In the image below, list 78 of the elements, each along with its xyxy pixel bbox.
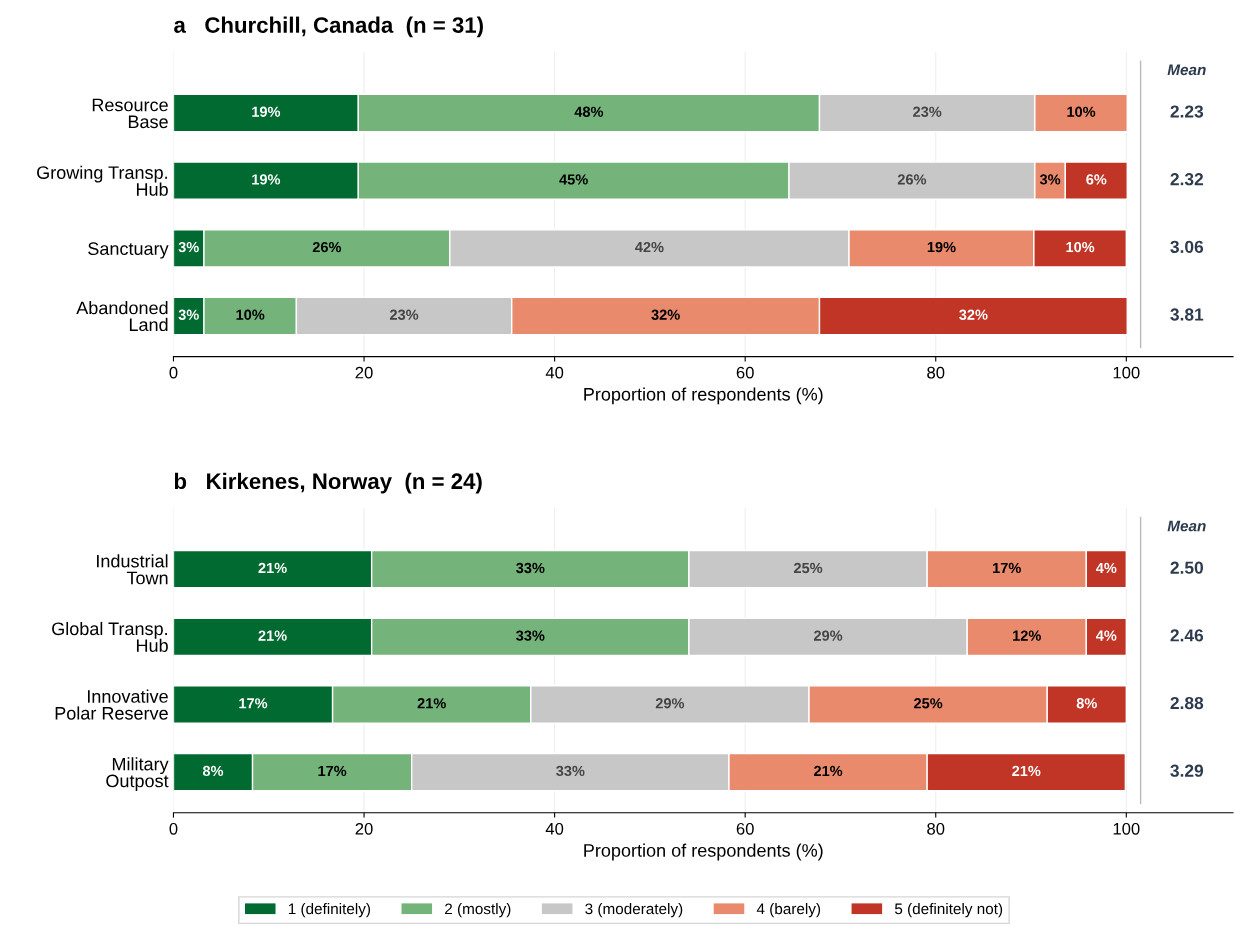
x-tick-label: 60 xyxy=(736,822,754,835)
data-label: 29% xyxy=(655,698,685,709)
annotation: 2.50 xyxy=(1170,561,1203,574)
x-tick-label: 20 xyxy=(355,822,373,835)
data-label: 10% xyxy=(1067,106,1096,117)
annotation: 2.23 xyxy=(1170,105,1204,118)
data-label: 48% xyxy=(574,106,604,117)
y-tick-label: Global Transp. Hub xyxy=(52,621,168,652)
annotation: 2.88 xyxy=(1170,696,1204,710)
data-label: 33% xyxy=(516,562,545,574)
data-label: 10% xyxy=(236,309,265,320)
data-label: 19% xyxy=(252,106,281,117)
legend-label: 4 (barely) xyxy=(756,903,821,918)
data-label: 26% xyxy=(897,174,927,185)
data-label: 21% xyxy=(417,698,446,709)
data-label: 4% xyxy=(1095,562,1117,574)
x-tick-label: 60 xyxy=(736,366,754,379)
y-tick-label: Resource Base xyxy=(92,98,168,129)
y-tick-label: Growing Transp. Hub xyxy=(37,165,168,196)
y-tick-label: Sanctuary xyxy=(88,242,169,259)
y-tick-label: Abandoned Land xyxy=(76,301,168,332)
annotation: Mean xyxy=(1167,520,1206,532)
data-label: 17% xyxy=(993,562,1021,574)
data-label: 42% xyxy=(635,241,664,253)
data-label: 8% xyxy=(202,765,224,777)
chart-title: a Churchill, Canada (n = 31) xyxy=(174,16,483,38)
x-axis-title: Proportion of respondents (%) xyxy=(584,843,823,861)
data-label: 19% xyxy=(252,174,281,185)
x-tick-label: 100 xyxy=(1113,366,1140,379)
x-tick-label: 40 xyxy=(545,366,564,379)
legend-label: 3 (moderately) xyxy=(585,903,683,918)
x-tick-label: 40 xyxy=(545,822,564,835)
data-label: 29% xyxy=(813,630,843,641)
x-tick-label: 80 xyxy=(927,366,945,379)
x-tick-label: 20 xyxy=(355,366,373,379)
x-tick-label: 0 xyxy=(169,366,178,379)
data-label: 17% xyxy=(318,765,347,777)
annotation: 3.81 xyxy=(1170,308,1204,321)
annotation: 3.06 xyxy=(1170,240,1204,254)
x-tick-label: 0 xyxy=(169,822,178,835)
annotation: 2.32 xyxy=(1170,173,1204,186)
chart-title: b Kirkenes, Norway (n = 24) xyxy=(174,472,482,494)
data-label: 45% xyxy=(559,174,588,185)
x-axis-title: Proportion of respondents (%) xyxy=(584,387,823,405)
annotation: 2.46 xyxy=(1170,629,1204,642)
data-label: 8% xyxy=(1076,698,1097,709)
data-label: 6% xyxy=(1086,174,1107,185)
data-label: 23% xyxy=(913,106,942,117)
data-label: 12% xyxy=(1013,630,1041,641)
y-tick-label: Industrial Town xyxy=(97,554,168,585)
data-label: 3% xyxy=(178,309,199,320)
data-label: 19% xyxy=(927,241,956,253)
data-label: 33% xyxy=(516,630,545,641)
data-label: 3% xyxy=(1039,174,1061,185)
data-label: 33% xyxy=(556,765,585,777)
annotation: 3.29 xyxy=(1170,764,1204,777)
data-label: 23% xyxy=(389,309,419,320)
data-label: 32% xyxy=(959,309,988,320)
data-label: 21% xyxy=(258,562,287,574)
data-label: 21% xyxy=(258,630,287,641)
data-label: 17% xyxy=(239,698,268,709)
data-label: 26% xyxy=(312,241,342,253)
y-tick-label: Innovative Polar Reserve xyxy=(55,689,168,720)
data-label: 32% xyxy=(651,309,680,320)
data-label: 4% xyxy=(1095,630,1117,641)
legend-label: 2 (mostly) xyxy=(445,903,511,918)
data-label: 21% xyxy=(1012,765,1041,777)
data-label: 25% xyxy=(914,698,943,709)
data-label: 25% xyxy=(793,562,823,574)
annotation: Mean xyxy=(1167,64,1206,76)
x-tick-label: 80 xyxy=(927,822,945,835)
data-label: 10% xyxy=(1066,241,1095,253)
legend-label: 5 (definitely not) xyxy=(894,903,1003,918)
legend-label: 1 (definitely) xyxy=(288,903,371,918)
y-tick-label: Military Outpost xyxy=(106,757,169,791)
x-tick-label: 100 xyxy=(1113,822,1140,835)
data-label: 21% xyxy=(813,765,843,777)
data-label: 3% xyxy=(178,241,199,253)
